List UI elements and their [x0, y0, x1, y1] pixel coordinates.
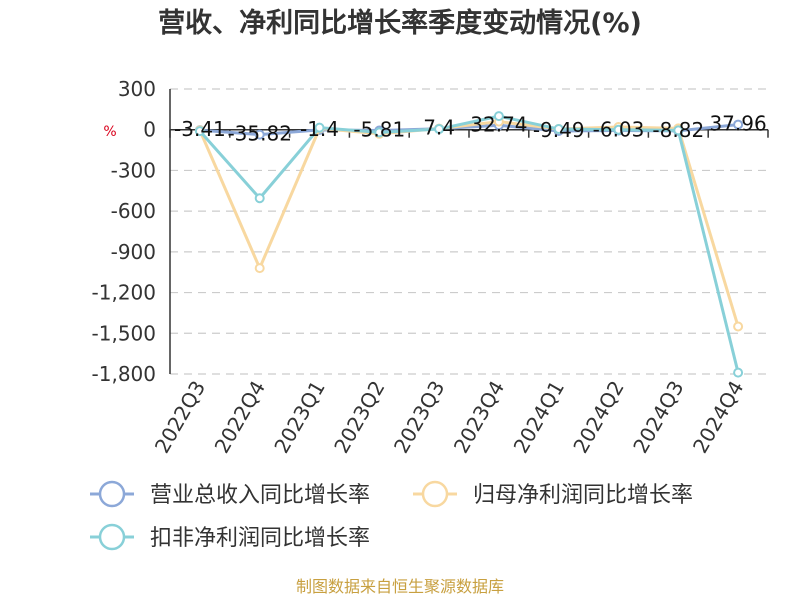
- x-tick-label: 2024Q3: [628, 377, 688, 458]
- y-axis-unit: %: [103, 124, 116, 140]
- y-tick-label: -600: [111, 199, 156, 223]
- series-3-point: [194, 126, 205, 137]
- series-1-point: [254, 129, 265, 140]
- series-1-point: [733, 119, 744, 130]
- data-label: -3.41: [174, 117, 226, 141]
- series-3-point: [254, 193, 265, 204]
- legend-marker: [98, 480, 126, 508]
- legend-label: 营业总收入同比增长率: [150, 483, 370, 508]
- x-tick-label: 2023Q4: [449, 377, 509, 458]
- series-2-point: [254, 263, 265, 274]
- data-label: -8.82: [652, 118, 704, 142]
- y-tick-label: -1,200: [92, 281, 156, 305]
- y-tick-label: 300: [118, 77, 156, 101]
- y-tick-label: -1,500: [92, 321, 156, 345]
- x-tick-label: 2022Q4: [210, 377, 270, 458]
- series-3-point: [613, 124, 624, 135]
- y-tick-label: 0: [143, 118, 156, 142]
- data-label-layer: -3.41 -35.82 -1.4 -5.81 7.4 32.74 -9.49 -6.03 -8…: [174, 112, 767, 146]
- legend-marker: [421, 480, 449, 508]
- series-3-point: [553, 124, 564, 135]
- x-tick-label: 2023Q1: [269, 377, 329, 458]
- x-tick-label: 2024Q2: [568, 377, 628, 458]
- data-label: 37.96: [709, 112, 766, 136]
- chart-title: 营收、净利同比增长率季度变动情况(%): [158, 7, 642, 39]
- series-2-point: [733, 321, 744, 332]
- y-tick-label: -1,800: [92, 362, 156, 386]
- series-layer: [194, 111, 744, 378]
- x-tick-label: 2024Q1: [509, 377, 569, 458]
- legend-label: 扣非净利润同比增长率: [150, 526, 370, 551]
- x-tick-label: 2023Q2: [329, 377, 389, 458]
- source-note: 制图数据来自恒生聚源数据库: [296, 577, 504, 596]
- y-tick-label: -300: [111, 158, 156, 182]
- grid-layer: [170, 88, 768, 375]
- data-label: 7.4: [423, 116, 455, 140]
- x-tick-label: 2024Q4: [688, 377, 748, 458]
- legend-label: 归母净利润同比增长率: [473, 483, 693, 508]
- data-label: -35.82: [227, 122, 291, 146]
- series-3-point: [733, 367, 744, 378]
- series-3-point: [493, 111, 504, 122]
- data-label: -5.81: [353, 118, 405, 142]
- data-label: -9.49: [533, 118, 585, 142]
- data-label: 32.74: [470, 112, 527, 136]
- x-tick-label: 2023Q3: [389, 376, 449, 457]
- series-3-point: [673, 125, 684, 136]
- y-tick-label: -900: [111, 240, 156, 264]
- x-tick-label: 2022Q3: [150, 377, 210, 458]
- data-label: -6.03: [593, 118, 645, 142]
- series-line-3: [198, 114, 740, 374]
- series-3-point: [374, 127, 385, 138]
- series-3-point: [314, 122, 325, 133]
- data-label: -1.4: [300, 117, 339, 141]
- series-3-point: [434, 124, 445, 135]
- legend-marker: [98, 523, 126, 551]
- series-line-2: [198, 120, 740, 327]
